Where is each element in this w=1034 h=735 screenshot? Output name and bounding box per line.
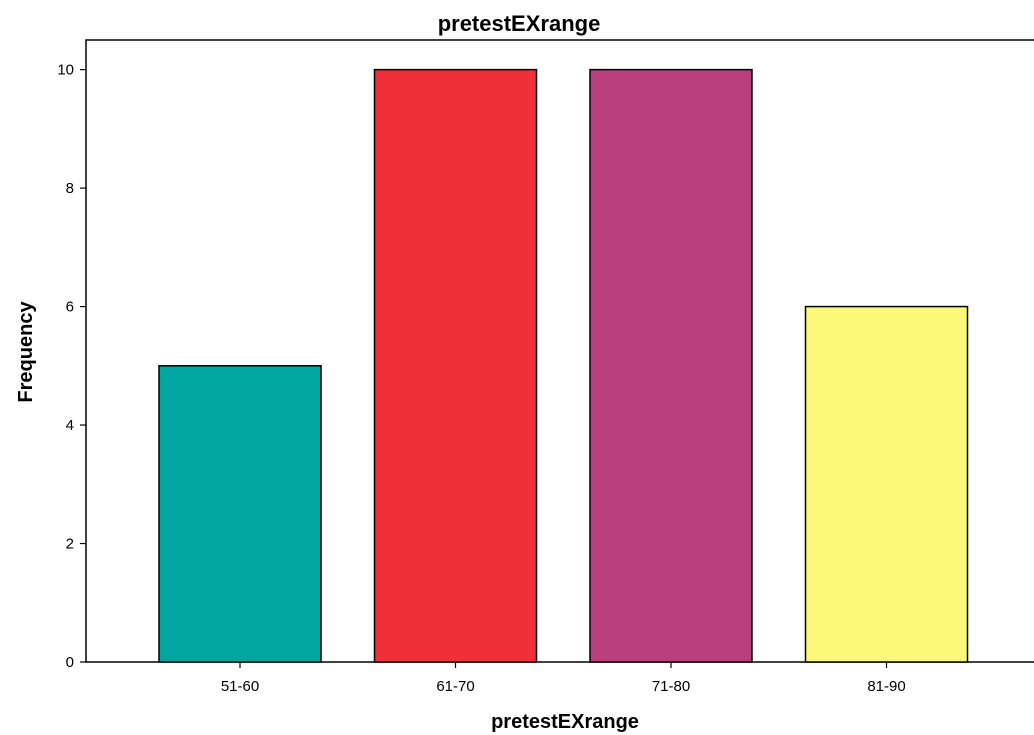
y-tick-label: 4 — [66, 417, 74, 434]
y-tick-label: 2 — [66, 536, 74, 553]
bar-81-90 — [804, 305, 969, 663]
chart-title: pretestEXrange — [438, 11, 601, 36]
bar-group — [158, 68, 969, 663]
bar-61-70 — [373, 68, 538, 663]
y-axis-ticks: 0 2 4 6 8 10 — [57, 62, 86, 671]
x-axis-ticks: 51-60 61-70 71-80 81-90 — [221, 662, 906, 695]
y-tick-label: 6 — [66, 299, 74, 316]
y-tick-label: 0 — [66, 654, 74, 671]
plot-area-frame — [85, 39, 1034, 663]
x-tick-label: 71-80 — [652, 678, 690, 695]
y-tick-label: 8 — [66, 180, 74, 197]
x-tick-label: 51-60 — [221, 678, 259, 695]
y-tick-label: 10 — [57, 62, 74, 79]
x-tick-label: 61-70 — [436, 678, 474, 695]
bar-71-80 — [589, 68, 753, 663]
y-axis-label: Frequency — [15, 301, 37, 403]
bar-51-60 — [158, 365, 322, 663]
x-tick-label: 81-90 — [867, 678, 905, 695]
x-axis-label: pretestEXrange — [491, 711, 639, 733]
